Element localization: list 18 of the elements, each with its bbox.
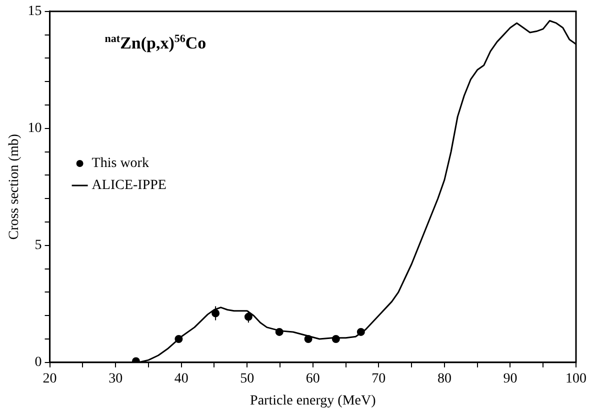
x-tick-label: 100 [566,371,586,386]
x-tick-label: 70 [372,371,386,386]
y-tick-label: 5 [34,238,42,254]
legend-label: ALICE-IPPE [92,178,166,194]
legend-label: This work [92,156,149,172]
y-tick-label: 10 [28,121,42,136]
y-axis-title: Cross section (mb) [7,134,22,240]
x-tick-label: 50 [240,371,254,386]
x-tick-label: 60 [306,371,320,386]
x-axis-title: Particle energy (MeV) [250,393,376,408]
x-tick-label: 40 [174,371,188,386]
y-tick-label: 15 [28,4,42,20]
x-tick-label: 90 [503,371,518,386]
y-tick-label: 0 [34,355,42,370]
x-tick-label: 80 [437,371,452,386]
x-tick-label: 30 [108,371,123,386]
x-tick-label: 20 [42,371,57,386]
annotation: $^{nat}$Zn(p,x)$^{56}$Co [104,33,206,54]
